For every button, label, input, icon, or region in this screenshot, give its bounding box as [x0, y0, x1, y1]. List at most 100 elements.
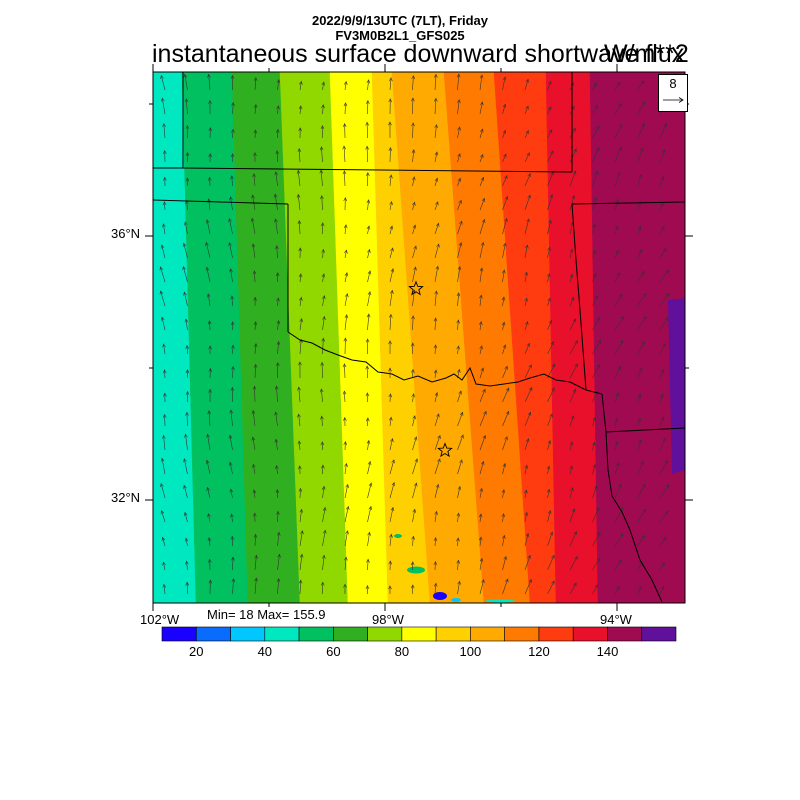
wind-vector	[252, 385, 257, 403]
wind-vector	[592, 531, 601, 547]
wind-vector	[592, 584, 599, 595]
wind-vector	[434, 243, 440, 259]
wind-vector	[457, 265, 462, 283]
wind-vector	[524, 342, 530, 355]
colorbar-tick-label: 20	[189, 644, 203, 659]
wind-vector	[275, 272, 280, 283]
wind-vector	[208, 345, 212, 355]
shortwave-flux-field	[152, 71, 686, 604]
wind-vector	[253, 343, 258, 355]
wind-vector	[367, 248, 371, 259]
wind-vector	[388, 585, 392, 595]
wind-vector	[208, 388, 212, 403]
wind-vector	[569, 388, 577, 403]
wind-vector	[524, 105, 529, 115]
wind-vector	[344, 483, 349, 499]
wind-vector	[389, 268, 395, 283]
wind-vector	[185, 560, 189, 571]
wind-vector	[320, 222, 325, 235]
wind-vector	[367, 505, 373, 523]
wind-vector	[456, 537, 460, 547]
flux-patch	[451, 598, 461, 602]
wind-vector	[637, 292, 647, 307]
wind-vector	[183, 73, 188, 91]
wind-vector	[434, 124, 438, 139]
wind-vector	[411, 176, 416, 187]
wind-vector	[614, 249, 619, 259]
wind-vector	[434, 483, 440, 499]
wind-vector	[637, 393, 642, 403]
wind-vector	[569, 508, 576, 523]
wind-vector	[547, 194, 554, 211]
wind-vector	[524, 78, 529, 91]
wind-vector	[185, 124, 190, 139]
wind-vector	[547, 319, 553, 331]
wind-vector	[547, 297, 551, 307]
wind-vector	[231, 344, 235, 355]
wind-vector	[614, 483, 622, 499]
wind-vector	[276, 362, 280, 379]
wind-vector	[502, 269, 506, 283]
wind-vector	[547, 341, 554, 355]
wind-vector	[231, 556, 235, 571]
wind-vector	[502, 436, 508, 451]
wind-vector	[592, 485, 598, 499]
wind-vector	[547, 219, 552, 235]
wind-vector	[276, 577, 281, 595]
wind-vector	[389, 438, 394, 451]
wind-vector	[276, 319, 281, 331]
wind-vector	[207, 73, 211, 91]
wind-vector	[410, 342, 415, 355]
wind-vector	[253, 76, 258, 91]
wind-vector	[614, 340, 624, 355]
wind-vector	[592, 295, 599, 307]
colorbar: 20 40 60 80 100 120 140	[161, 626, 677, 659]
wind-vector	[547, 580, 555, 595]
wind-vector	[297, 220, 302, 235]
wind-vector	[208, 153, 212, 163]
wind-vector	[434, 151, 439, 163]
wind-vector	[322, 506, 327, 523]
wind-vector	[479, 176, 485, 187]
flux-patch	[407, 566, 425, 574]
wind-vector	[389, 77, 393, 91]
wind-vector	[253, 296, 257, 307]
wind-vector	[524, 511, 529, 523]
wind-vector	[524, 386, 533, 403]
wind-vector	[389, 481, 396, 499]
wind-vector	[208, 579, 213, 595]
wind-vector	[592, 104, 599, 115]
wind-vector	[614, 533, 624, 547]
wind-vector	[546, 465, 551, 475]
wind-vector	[299, 80, 303, 91]
wind-vector	[206, 486, 211, 499]
wind-vector	[365, 392, 370, 403]
colorbar-swatch	[607, 626, 643, 642]
wind-vector	[388, 367, 392, 379]
wind-vector	[183, 458, 188, 475]
colorbar-swatch	[298, 626, 334, 642]
wind-vector	[433, 537, 438, 547]
wind-vector	[659, 562, 665, 571]
wind-vector	[389, 200, 393, 211]
wind-vector	[457, 242, 463, 259]
wind-vector	[502, 534, 506, 547]
wind-vector	[228, 242, 233, 259]
wind-vector	[343, 102, 348, 115]
wind-vector	[479, 294, 483, 307]
wind-vector	[592, 557, 600, 571]
wind-vector	[412, 482, 418, 499]
wind-vector	[250, 217, 256, 235]
wind-vector	[434, 434, 441, 451]
wind-vector	[614, 585, 620, 595]
wind-vector	[502, 555, 507, 571]
wind-vector	[412, 458, 419, 475]
wind-vector	[183, 291, 188, 307]
wind-vector	[253, 321, 258, 331]
wind-vector	[569, 555, 578, 571]
wind-vector	[592, 464, 597, 475]
wind-vector	[411, 122, 415, 139]
wind-vector	[230, 321, 235, 331]
wind-vector	[367, 291, 372, 307]
flux-patch	[485, 599, 515, 603]
